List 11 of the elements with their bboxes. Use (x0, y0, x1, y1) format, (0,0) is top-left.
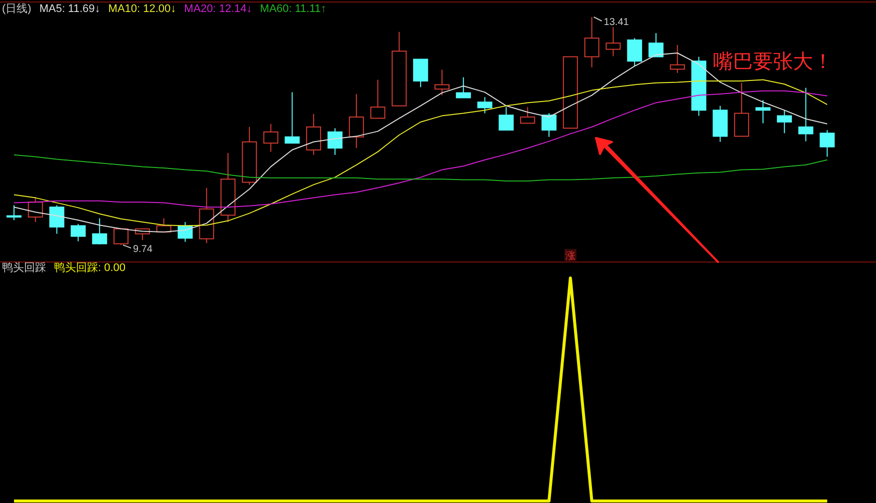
text: MA10: 12.00↓ (108, 3, 176, 15)
text: 鸭头回踩: 0.00 (54, 261, 126, 274)
chart-title: 鸭头回踩 (2, 261, 46, 274)
annotation: 9.74 (133, 244, 153, 255)
text: MA60: 11.11↑ (260, 3, 326, 15)
text: 涨 (565, 250, 576, 262)
text: MA5: 11.69↓ (39, 3, 100, 15)
annotation: 嘴巴要张大！ (713, 51, 833, 73)
annotation: 13.41 (604, 17, 630, 28)
chart-title: (日线) (2, 2, 32, 15)
text: MA20: 12.14↓ (184, 3, 252, 15)
